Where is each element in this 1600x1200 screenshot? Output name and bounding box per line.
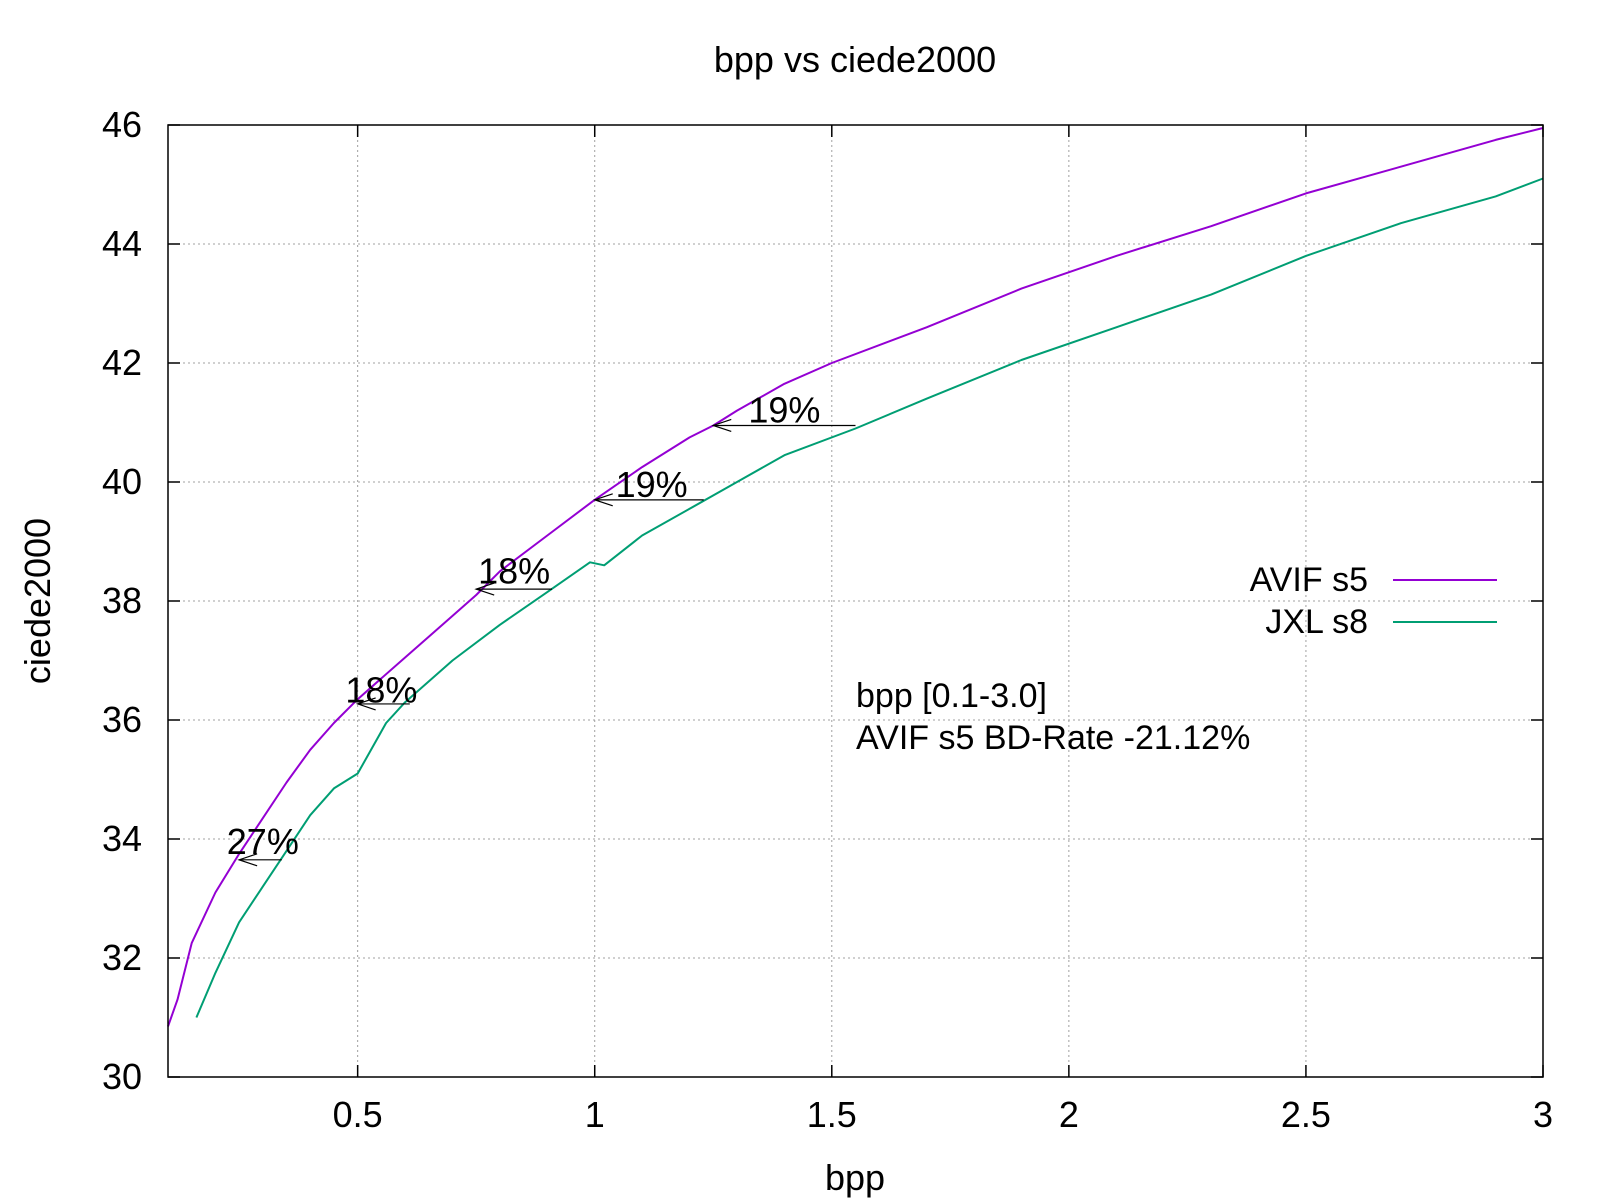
- axis-ticks: 0.5 1 1.5 2 2.5 3 30 32 34 36 38 40 42 44 46: [102, 104, 1553, 1135]
- y-tick-label: 34: [102, 818, 142, 859]
- annotation-arrow-head: [237, 853, 258, 867]
- legend: AVIF s5 JXL s8: [1250, 561, 1497, 641]
- annotation-percent-label: 18%: [345, 669, 417, 710]
- annotations: 27% 18% 18% 19% 19%: [227, 390, 856, 867]
- y-tick-label: 46: [102, 104, 142, 145]
- annotation-percent-label: 19%: [616, 464, 688, 505]
- x-tick-label: 0.5: [333, 1094, 383, 1135]
- annotation-percent-label: 27%: [227, 821, 299, 862]
- annotation-percent-label: 18%: [478, 550, 550, 591]
- annotation-arrow-head: [474, 582, 495, 596]
- x-tick-label: 2.5: [1281, 1094, 1331, 1135]
- y-tick-label: 42: [102, 342, 142, 383]
- annotation-arrow-head: [355, 697, 376, 711]
- y-axis-label: ciede2000: [17, 518, 58, 684]
- x-tick-label: 1: [585, 1094, 605, 1135]
- y-tick-label: 30: [102, 1056, 142, 1097]
- chart-title: bpp vs ciede2000: [714, 39, 996, 80]
- x-axis-label: bpp: [825, 1157, 885, 1198]
- legend-label-avif-s5: AVIF s5: [1250, 561, 1368, 599]
- y-tick-label: 32: [102, 937, 142, 978]
- note-bd-rate: AVIF s5 BD-Rate -21.12%: [856, 719, 1250, 757]
- annotation-arrow-head: [592, 493, 613, 507]
- note-bpp-range: bpp [0.1-3.0]: [856, 677, 1047, 715]
- annotation-arrow-head: [711, 418, 732, 433]
- legend-label-jxl-s8: JXL s8: [1265, 603, 1368, 641]
- y-tick-label: 44: [102, 223, 142, 264]
- x-tick-label: 3: [1533, 1094, 1553, 1135]
- x-tick-label: 2: [1059, 1094, 1079, 1135]
- x-tick-label: 1.5: [807, 1094, 857, 1135]
- series-line-avif-s5: [167, 127, 1544, 1027]
- series-line-jxl-s8: [195, 177, 1544, 1018]
- y-tick-label: 36: [102, 699, 142, 740]
- y-tick-label: 40: [102, 461, 142, 502]
- grid: [168, 125, 1543, 1077]
- y-tick-label: 38: [102, 580, 142, 621]
- bd-rate-notes: bpp [0.1-3.0] AVIF s5 BD-Rate -21.12%: [856, 677, 1250, 757]
- series-lines: [167, 127, 1544, 1027]
- annotation-percent-label: 19%: [748, 390, 820, 431]
